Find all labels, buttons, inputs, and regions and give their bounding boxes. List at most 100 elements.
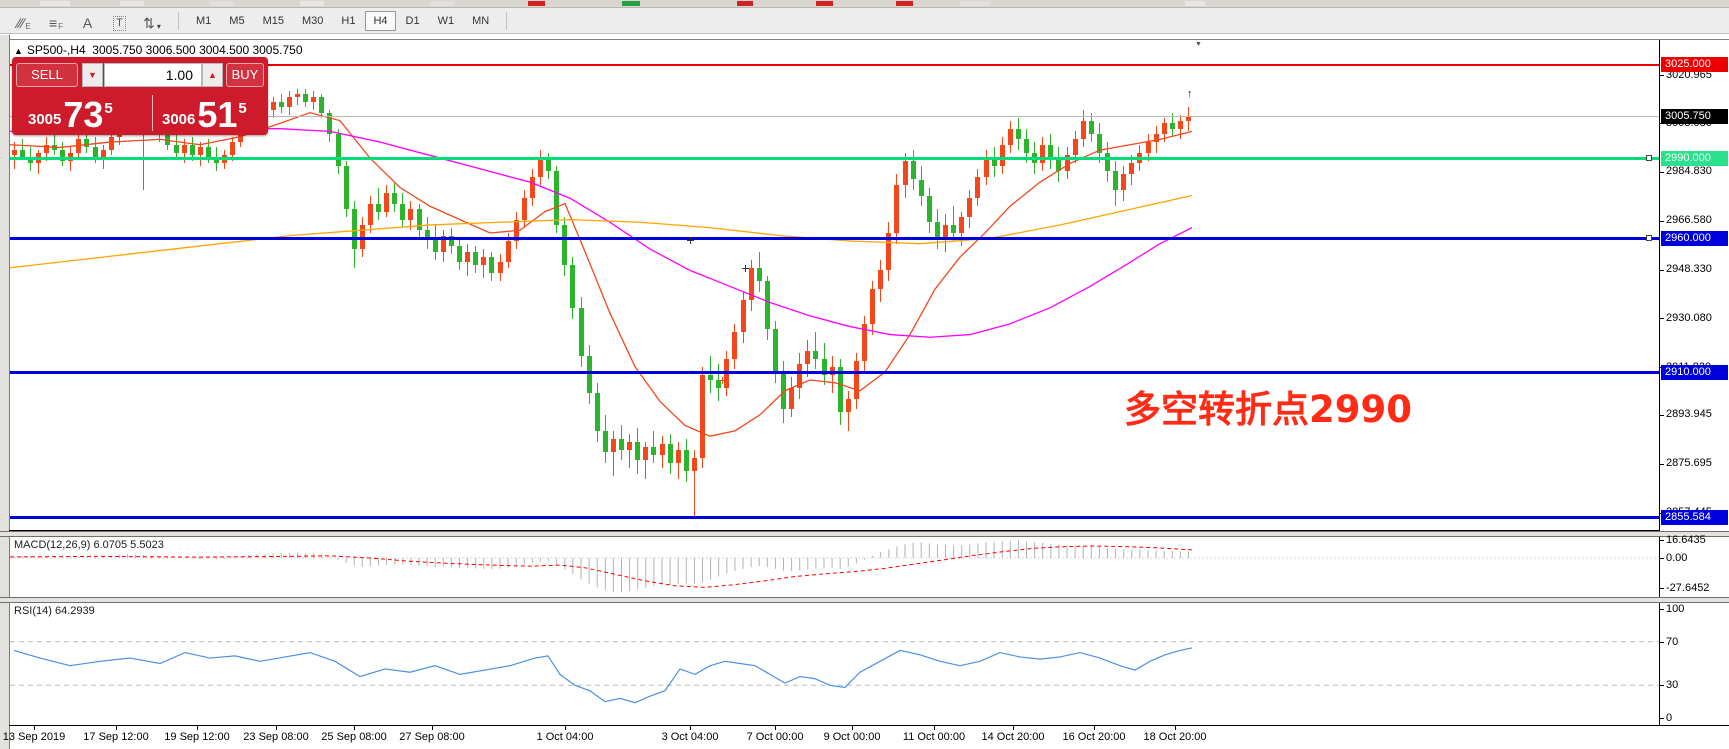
candle-wick xyxy=(426,216,428,249)
text-icon[interactable]: A xyxy=(82,14,93,31)
candle-body xyxy=(481,257,487,266)
fibonacci-icon[interactable]: ≡ F xyxy=(48,14,64,31)
candle-wick xyxy=(483,249,485,279)
candle-wick xyxy=(434,224,436,260)
candle-body xyxy=(497,262,503,274)
price-axis[interactable] xyxy=(1660,40,1729,725)
candle-wick xyxy=(467,243,469,276)
timeframe-button-m1[interactable]: M1 xyxy=(196,14,212,27)
timeframe-button-m15[interactable]: M15 xyxy=(262,14,284,27)
candle-body xyxy=(1040,144,1046,164)
timeframe-button-h1[interactable]: H1 xyxy=(341,14,356,27)
price-tick-label: 2893.945 xyxy=(1666,408,1712,421)
equidistant-channel-icon[interactable]: ∕∕∕ E xyxy=(17,14,31,31)
candle-wick xyxy=(402,192,404,228)
date-tick xyxy=(197,725,198,730)
candle-body xyxy=(748,267,754,300)
candle-wick xyxy=(459,238,460,271)
candle-wick xyxy=(702,366,703,469)
timeframe-button-mn[interactable]: MN xyxy=(472,14,490,27)
buy-price-small: 3006 xyxy=(162,111,196,128)
candle-wick xyxy=(1155,126,1157,153)
candle-wick xyxy=(953,206,955,241)
arrows-icon[interactable]: ⇅ ▾ xyxy=(143,14,161,31)
one-click-trading-panel: SELL ▼ ▲ BUY 3005 73 5 3006 51 5 xyxy=(12,57,268,135)
date-label: 25 Sep 08:00 xyxy=(321,731,387,743)
horizontal-line-2990[interactable] xyxy=(10,156,1659,160)
candle-body xyxy=(764,281,770,330)
buy-button[interactable]: BUY xyxy=(226,63,264,87)
candle-body xyxy=(902,160,908,185)
candle-wick xyxy=(337,128,339,175)
candle-wick xyxy=(1090,112,1092,143)
candle-body xyxy=(983,158,989,177)
horizontal-line-3025[interactable] xyxy=(10,63,1659,66)
volume-increase-button[interactable]: ▲ xyxy=(202,63,223,87)
candle-body xyxy=(870,289,876,324)
rsi-splitter[interactable] xyxy=(0,597,1729,603)
horizontal-line-2855.584[interactable] xyxy=(10,516,1659,519)
timeframe-button-m30[interactable]: M30 xyxy=(301,14,324,27)
candle-wick xyxy=(645,441,647,479)
timeframe-button-w1[interactable]: W1 xyxy=(437,14,455,27)
sell-price: 3005 73 5 xyxy=(28,91,113,133)
volume-decrease-button[interactable]: ▼ xyxy=(82,63,103,87)
candle-body xyxy=(1177,120,1183,129)
candle-body xyxy=(862,323,867,362)
date-label: 17 Sep 12:00 xyxy=(83,731,149,743)
price-badge-3005.750: 3005.750 xyxy=(1661,108,1728,124)
candle-body xyxy=(319,96,325,113)
candle-body xyxy=(295,93,300,97)
date-label: 14 Oct 20:00 xyxy=(981,731,1045,743)
candle-wick xyxy=(499,254,501,282)
chart-text-annotation[interactable]: 多空转折点2990 xyxy=(1124,388,1412,431)
candle-wick xyxy=(880,259,882,303)
timeframe-button-h4[interactable]: H4 xyxy=(365,10,396,31)
candle-body xyxy=(781,372,786,410)
candle-wick xyxy=(734,323,736,370)
collapse-arrow-icon[interactable]: ▲ xyxy=(14,46,23,56)
candle-wick xyxy=(288,91,290,116)
macd-axis-label: -27.6452 xyxy=(1666,582,1710,595)
timeframe-button-m5[interactable]: M5 xyxy=(229,14,245,27)
candle-wick xyxy=(572,257,574,319)
candle-wick xyxy=(1017,118,1019,151)
toolbar-separator xyxy=(506,11,508,30)
price-tick-label: 2875.695 xyxy=(1666,457,1712,470)
date-tick xyxy=(565,725,566,730)
candle-wick xyxy=(1115,160,1117,207)
candle-wick xyxy=(37,150,39,175)
candle-wick xyxy=(799,353,801,399)
candle-wick xyxy=(207,139,209,164)
horizontal-line-2910[interactable] xyxy=(10,370,1659,374)
volume-input[interactable] xyxy=(104,63,202,87)
candle-wick xyxy=(580,297,582,367)
candle-wick xyxy=(742,291,744,343)
candle-wick xyxy=(491,251,493,282)
candle-body xyxy=(465,251,471,263)
timeframe-button-d1[interactable]: D1 xyxy=(405,14,420,27)
candle-wick xyxy=(410,200,412,231)
label-icon[interactable]: T xyxy=(106,11,134,31)
candle-body xyxy=(635,441,641,461)
macd-label: MACD(12,26,9) 6.0705 5.5023 xyxy=(14,539,164,551)
sell-button[interactable]: SELL xyxy=(16,63,78,87)
candle-body xyxy=(926,195,932,223)
price-axis-separator xyxy=(1659,40,1660,725)
date-tick xyxy=(432,725,433,730)
candle-body xyxy=(432,238,438,252)
candle-body xyxy=(570,265,576,308)
horizontal-line-3005.75[interactable] xyxy=(10,115,1659,117)
horizontal-line-2960[interactable] xyxy=(10,236,1659,240)
candle-body xyxy=(910,160,916,180)
macd-splitter[interactable] xyxy=(0,531,1729,537)
candle-body xyxy=(1169,123,1175,129)
candle-wick xyxy=(78,134,80,159)
candle-body xyxy=(1105,152,1110,172)
candle-body xyxy=(586,355,592,394)
candle-wick xyxy=(945,214,946,252)
macd-tick-dash xyxy=(1659,558,1664,559)
candle-wick xyxy=(1179,115,1181,140)
candle-wick xyxy=(353,200,355,268)
date-tick xyxy=(775,725,776,730)
